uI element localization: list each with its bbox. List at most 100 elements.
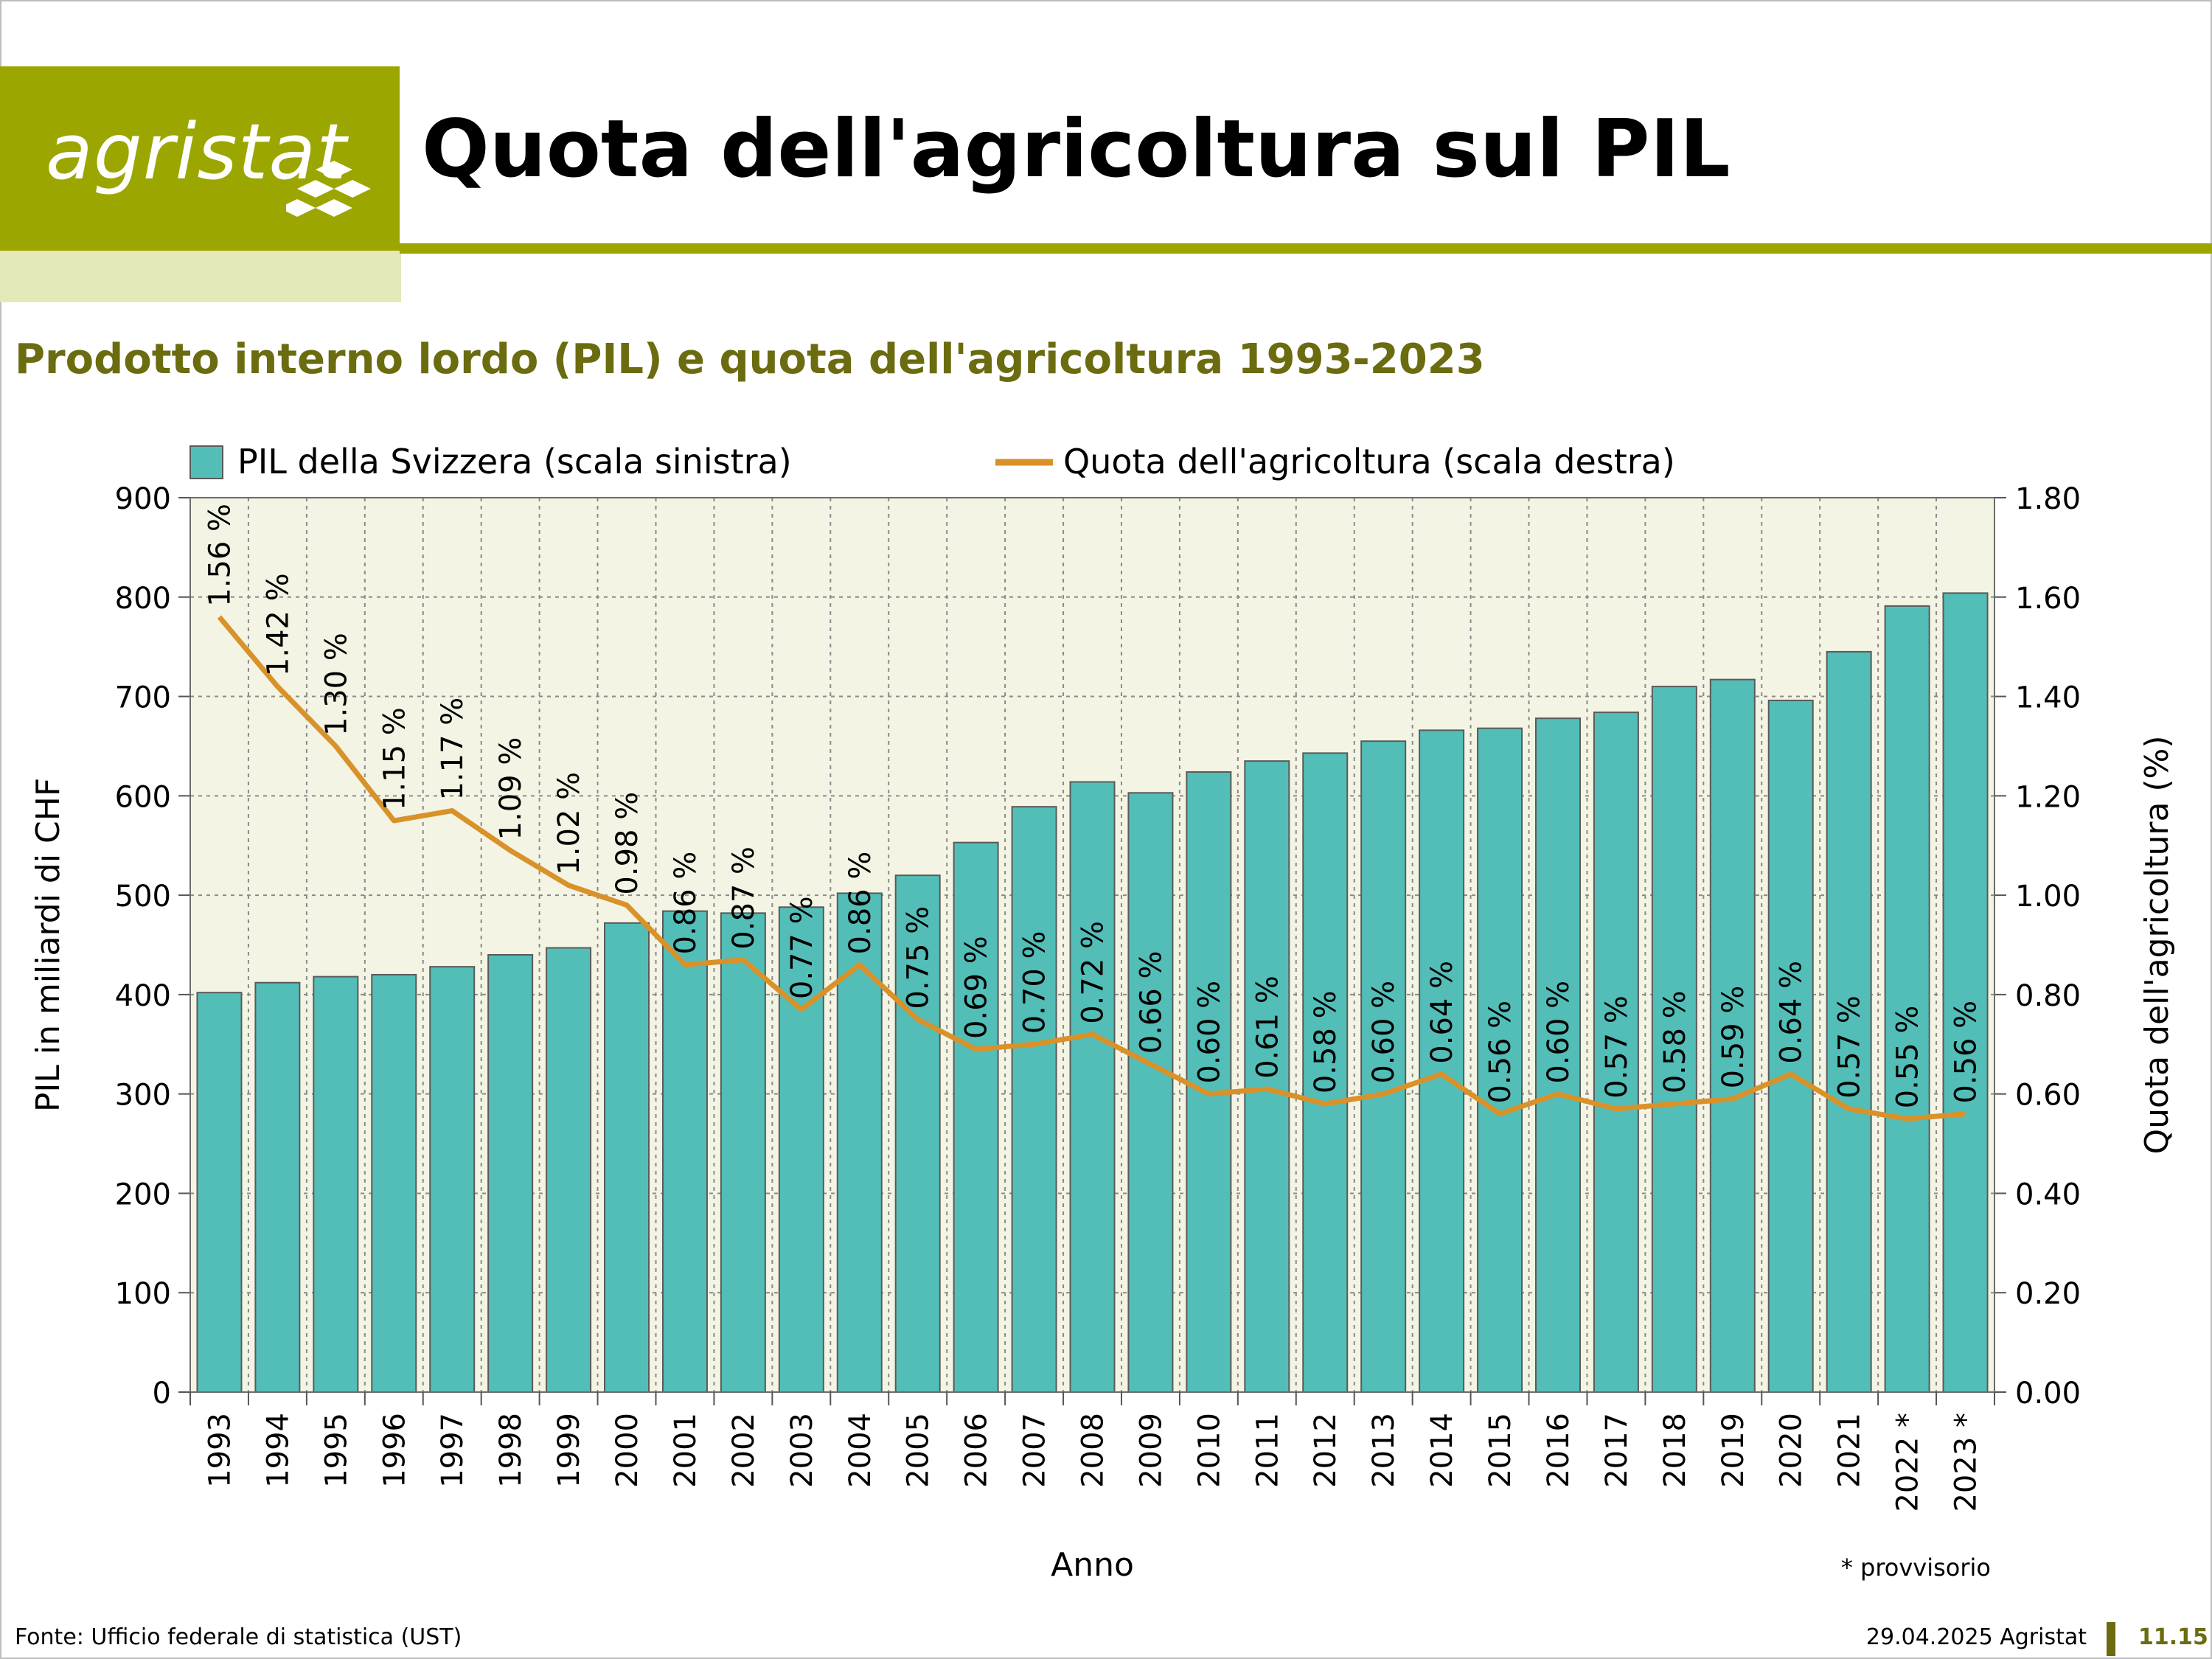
y2-tick-label: 0.40 xyxy=(2015,1178,2081,1211)
x-tick-label: 2010 xyxy=(1192,1413,1226,1488)
data-label: 0.86 % xyxy=(669,852,703,955)
y-tick-label: 400 xyxy=(115,979,171,1013)
data-label: 1.09 % xyxy=(494,737,528,841)
x-tick-label: 2000 xyxy=(611,1413,644,1488)
data-label: 0.87 % xyxy=(727,846,761,950)
y-tick-label: 0 xyxy=(153,1377,171,1411)
data-label: 1.56 % xyxy=(203,504,237,607)
y2-tick-label: 0.80 xyxy=(2015,979,2081,1013)
logo-text: agristat xyxy=(46,107,347,197)
data-label: 0.60 % xyxy=(1192,981,1226,1084)
bar xyxy=(894,874,941,1393)
bar xyxy=(778,906,824,1393)
x-tick-label: 2011 xyxy=(1251,1413,1284,1488)
x-tick-label: 1995 xyxy=(319,1413,353,1488)
data-label: 0.57 % xyxy=(1600,995,1634,1099)
data-label: 0.60 % xyxy=(1367,981,1401,1084)
y2-tick-label: 0.60 xyxy=(2015,1079,2081,1113)
bar xyxy=(1593,712,1639,1393)
data-label: 0.77 % xyxy=(785,896,819,999)
bar xyxy=(1127,792,1174,1394)
data-label: 0.59 % xyxy=(1717,986,1750,1089)
logo-diamonds-icon xyxy=(286,161,371,217)
bar xyxy=(720,912,766,1393)
bar xyxy=(604,922,650,1393)
x-tick-label: 2022 * xyxy=(1891,1413,1925,1512)
data-label: 0.64 % xyxy=(1425,961,1459,1064)
data-label: 0.60 % xyxy=(1542,981,1576,1084)
bar xyxy=(429,966,476,1393)
source-note: Fonte: Ufficio federale di statistica (U… xyxy=(15,1624,462,1650)
x-tick-label: 2018 xyxy=(1658,1413,1692,1488)
chart-title: Prodotto interno lordo (PIL) e quota del… xyxy=(15,335,1485,383)
page-title: Quota dell'agricoltura sul PIL xyxy=(422,103,1731,195)
bar xyxy=(1709,678,1756,1393)
x-tick-label: 1998 xyxy=(494,1413,528,1488)
x-tick-label: 2014 xyxy=(1425,1413,1459,1488)
bar xyxy=(661,910,708,1393)
data-label: 0.56 % xyxy=(1484,1001,1517,1104)
logo xyxy=(0,66,400,251)
bar xyxy=(196,992,243,1393)
logo-underlay xyxy=(0,251,401,302)
x-tick-label: 2008 xyxy=(1077,1413,1110,1488)
x-tick-label: 2001 xyxy=(669,1413,703,1488)
y-tick-label: 300 xyxy=(115,1079,171,1113)
y-tick-label: 100 xyxy=(115,1277,171,1311)
y2-tick-label: 0.20 xyxy=(2015,1277,2081,1311)
data-label: 0.57 % xyxy=(1833,995,1867,1099)
legend-label-bar: PIL della Svizzera (scala sinistra) xyxy=(237,442,792,481)
y2-tick-label: 1.60 xyxy=(2015,582,2081,616)
bar xyxy=(1884,605,1930,1393)
bar xyxy=(254,981,301,1393)
bar xyxy=(1942,592,1989,1393)
y2-tick-label: 1.20 xyxy=(2015,780,2081,814)
data-label: 1.42 % xyxy=(261,573,295,676)
bar xyxy=(1011,806,1057,1394)
x-tick-label: 2020 xyxy=(1775,1413,1809,1488)
x-tick-label: 2004 xyxy=(844,1413,877,1488)
x-tick-label: 1996 xyxy=(378,1413,411,1488)
data-label: 0.58 % xyxy=(1658,990,1692,1093)
data-label: 0.72 % xyxy=(1077,921,1110,1024)
x-tick-label: 2009 xyxy=(1134,1413,1168,1488)
x-tick-label: 2021 xyxy=(1833,1413,1867,1488)
y2-tick-label: 0.00 xyxy=(2015,1377,2081,1411)
data-label: 0.56 % xyxy=(1950,1001,1983,1104)
y2-tick-label: 1.40 xyxy=(2015,681,2081,715)
footer-date: 29.04.2025 Agristat xyxy=(1865,1624,2087,1650)
plot-frame xyxy=(189,497,1995,1393)
y2-axis-title: Quota dell'agricoltura (%) xyxy=(2138,735,2176,1154)
y-tick-label: 700 xyxy=(115,681,171,715)
x-tick-label: 2007 xyxy=(1018,1413,1052,1488)
bar xyxy=(1244,760,1290,1393)
data-label: 0.58 % xyxy=(1309,990,1343,1093)
legend-label-line: Quota dell'agricoltura (scala destra) xyxy=(1063,442,1675,481)
gdp-chart: 0 100 200 300 400 500 600 700 800 900 0.00 0.20 0.40… xyxy=(29,442,2176,1584)
bar xyxy=(546,947,592,1393)
bar xyxy=(1069,781,1116,1394)
data-label: 0.55 % xyxy=(1891,1006,1925,1109)
data-label: 0.98 % xyxy=(611,792,644,895)
y-tick-label: 900 xyxy=(115,482,171,516)
data-label: 1.02 % xyxy=(552,772,586,875)
bar xyxy=(1534,717,1581,1393)
x-tick-label: 1999 xyxy=(552,1413,586,1488)
page-number: 11.15 xyxy=(2138,1624,2208,1650)
bar xyxy=(371,973,417,1393)
data-label: 1.30 % xyxy=(319,633,353,736)
y-axis-title: PIL in miliardi di CHF xyxy=(29,778,67,1112)
data-label: 0.75 % xyxy=(902,906,936,1009)
y2-tick-label: 1.00 xyxy=(2015,880,2081,914)
x-tick-label: 1997 xyxy=(436,1413,470,1488)
data-label: 0.66 % xyxy=(1134,950,1168,1054)
x-tick-label: 2006 xyxy=(960,1413,994,1488)
data-label: 0.64 % xyxy=(1775,961,1809,1064)
x-tick-label: 2017 xyxy=(1600,1413,1634,1488)
x-tick-label: 2005 xyxy=(902,1413,936,1488)
y-tick-label: 800 xyxy=(115,582,171,616)
y-tick-label: 500 xyxy=(115,880,171,914)
bar xyxy=(1419,729,1465,1393)
x-tick-label: 1994 xyxy=(261,1413,295,1488)
